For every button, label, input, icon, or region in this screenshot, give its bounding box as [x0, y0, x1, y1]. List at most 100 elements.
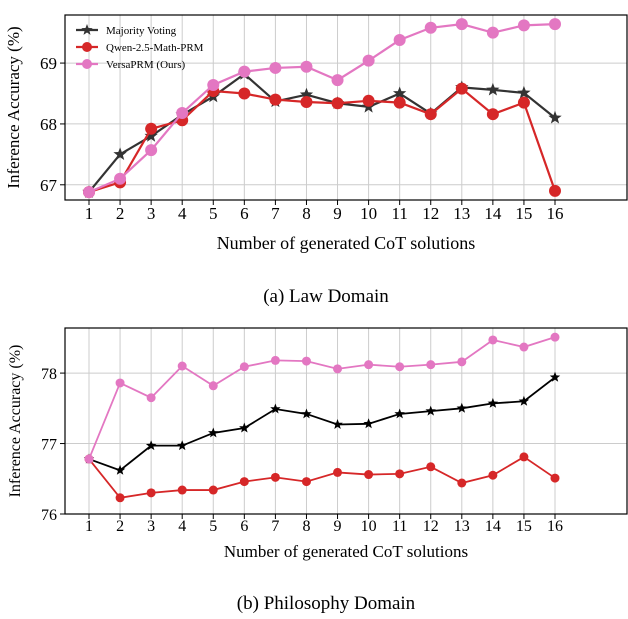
data-point-star [394, 408, 405, 419]
data-point [395, 362, 405, 372]
x-tick-label: 8 [302, 518, 310, 535]
data-point-star [425, 405, 436, 416]
data-point-star [270, 403, 281, 414]
data-point [301, 477, 311, 487]
y-tick-label: 67 [40, 176, 58, 195]
data-point [457, 357, 467, 367]
data-point-star [177, 440, 188, 451]
data-point-star [363, 418, 374, 429]
data-point [550, 332, 560, 342]
data-point-star [299, 87, 314, 101]
data-point [115, 378, 125, 388]
x-tick-label: 2 [116, 518, 124, 535]
data-point [333, 364, 343, 374]
y-tick-label: 78 [41, 366, 57, 383]
legend-label: Qwen-2.5-Math-PRM [106, 42, 204, 54]
x-axis-label: Number of generated CoT solutions [224, 542, 468, 561]
data-point [488, 470, 498, 480]
data-point [364, 470, 374, 480]
data-point-star [549, 371, 561, 382]
data-point-star [144, 129, 158, 142]
data-point [393, 33, 406, 46]
x-tick-label: 1 [85, 204, 94, 223]
x-tick-label: 7 [271, 204, 280, 223]
data-point [364, 360, 374, 370]
legend-label: Majority Voting [106, 25, 177, 37]
x-tick-label: 5 [209, 204, 218, 223]
data-point [331, 74, 344, 87]
data-point [488, 335, 498, 345]
data-point [207, 78, 220, 91]
y-tick-label: 69 [40, 54, 57, 73]
x-tick-label: 14 [485, 518, 501, 535]
data-point-star [208, 427, 219, 438]
data-point [301, 356, 311, 366]
data-point [455, 82, 468, 95]
data-point-star [518, 395, 530, 406]
data-point-star [145, 440, 157, 451]
y-axis-label: Inference Accuracy (%) [4, 26, 23, 188]
data-point [84, 454, 94, 464]
data-point [300, 60, 313, 73]
legend-marker [82, 42, 92, 52]
data-point-star [301, 408, 312, 419]
x-tick-label: 9 [334, 518, 342, 535]
data-point [455, 18, 468, 31]
data-point [517, 19, 530, 32]
legend-marker-star [81, 24, 93, 35]
x-axis-label: Number of generated CoT solutions [217, 233, 476, 253]
y-axis-label: Inference Accuracy (%) [7, 345, 24, 498]
x-tick-label: 11 [392, 518, 407, 535]
x-tick-label: 12 [422, 204, 439, 223]
data-point [486, 108, 499, 121]
plot-frame [64, 327, 628, 515]
x-tick-label: 12 [423, 518, 439, 535]
data-point [549, 18, 561, 31]
x-tick-label: 7 [271, 518, 279, 535]
series-line [88, 455, 556, 499]
x-tick-label: 5 [209, 518, 217, 535]
x-tick-label: 10 [361, 518, 377, 535]
x-tick-label: 11 [391, 204, 407, 223]
x-tick-label: 8 [302, 204, 311, 223]
data-point [486, 26, 499, 39]
x-tick-label: 3 [147, 204, 156, 223]
y-tick-label: 77 [41, 437, 57, 454]
x-tick-label: 16 [547, 518, 563, 535]
data-point [146, 393, 156, 403]
data-point [550, 473, 560, 483]
data-point [145, 122, 158, 135]
data-point [362, 94, 375, 107]
data-point [208, 381, 218, 391]
data-point [83, 186, 95, 199]
data-point-star [486, 82, 500, 96]
data-point-star [487, 397, 499, 408]
data-point [114, 172, 127, 185]
y-tick-label: 68 [40, 115, 57, 134]
data-point [424, 108, 437, 121]
x-tick-label: 9 [333, 204, 342, 223]
data-point [115, 493, 125, 503]
data-point [145, 144, 158, 157]
data-point [424, 21, 437, 34]
data-point-star [113, 147, 127, 160]
data-point [176, 106, 189, 119]
x-tick-label: 10 [360, 204, 377, 223]
data-point-star [332, 419, 343, 429]
data-point [517, 96, 530, 109]
data-point [177, 485, 187, 495]
legend-marker [82, 59, 92, 69]
data-point [177, 361, 187, 371]
x-tick-label: 6 [240, 518, 248, 535]
x-tick-label: 4 [178, 518, 186, 535]
x-tick-label: 4 [178, 204, 187, 223]
data-point-star [393, 86, 407, 100]
legend-label: VersaPRM (Ours) [106, 59, 185, 71]
caption: (a) Law Domain [263, 286, 389, 307]
x-tick-label: 13 [453, 204, 470, 223]
data-point [333, 467, 343, 477]
data-point [457, 478, 467, 488]
y-tick-label: 76 [41, 507, 57, 524]
